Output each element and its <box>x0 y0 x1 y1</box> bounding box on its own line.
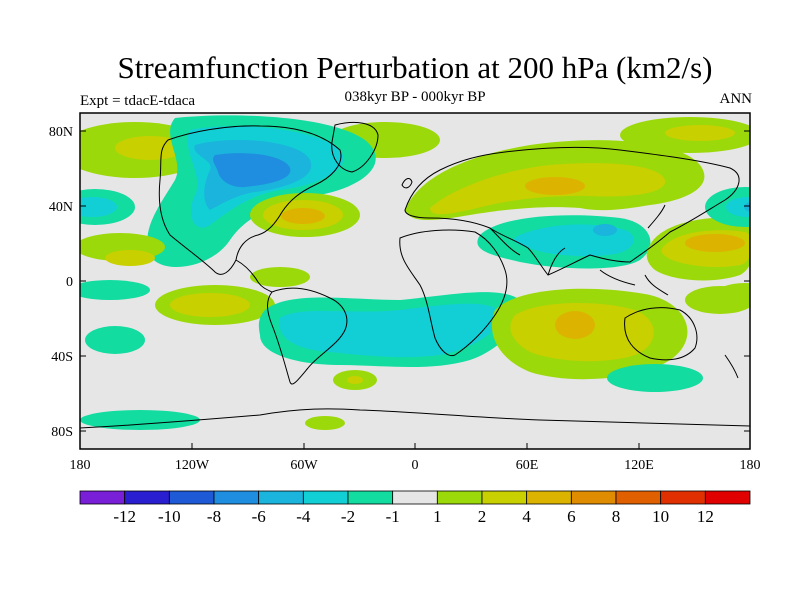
lat-label-80n: 80N <box>49 125 73 140</box>
colorbar-swatch <box>481 490 528 505</box>
plot-title: Streamfunction Perturbation at 200 hPa (… <box>117 50 713 85</box>
colorbar-label: -10 <box>158 507 181 526</box>
colorbar-label: -6 <box>252 507 266 526</box>
lon-ticks <box>79 443 751 449</box>
colorbar-label: 2 <box>478 507 487 526</box>
colorbar-swatch <box>436 490 483 505</box>
lon-label-60w: 60W <box>290 458 318 473</box>
lat-label-40s: 40S <box>51 350 73 365</box>
lon-label-180e: 180 <box>740 458 761 473</box>
colorbar-swatch <box>213 490 260 505</box>
lon-label-120e: 120E <box>624 458 654 473</box>
colorbar-swatch <box>124 490 170 505</box>
experiment-label: Expt = tdacE-tdaca <box>80 93 196 109</box>
lon-labels: 180 120W 60W 0 60E 120E 180 <box>70 458 761 473</box>
colorbar-label: 12 <box>697 507 714 526</box>
lon-label-180w: 180 <box>70 458 91 473</box>
colorbar-swatch <box>79 490 126 505</box>
season-label: ANN <box>719 91 753 107</box>
colorbar-labels: -12 -10 -8 -6 -4 -2 -1 1 2 4 6 8 10 12 <box>113 507 714 526</box>
colorbar-swatch <box>526 490 572 505</box>
colorbar-swatch <box>570 490 617 505</box>
colorbar-label: -12 <box>113 507 136 526</box>
colorbar-swatch <box>168 490 215 505</box>
colorbar-label: -8 <box>207 507 221 526</box>
colorbar-swatch <box>302 490 349 505</box>
coastlines <box>80 122 750 429</box>
colorbar-swatch <box>615 490 662 505</box>
lat-ticks <box>80 130 750 432</box>
lon-label-120w: 120W <box>175 458 210 473</box>
lon-label-0: 0 <box>412 458 419 473</box>
colorbar-label: -4 <box>296 507 311 526</box>
colorbar-swatch <box>392 490 438 505</box>
colorbar-swatch <box>347 490 394 505</box>
colorbar-label: -1 <box>386 507 400 526</box>
lon-label-60e: 60E <box>516 458 539 473</box>
colorbar-swatch <box>704 490 751 505</box>
lat-labels: 80N 40N 0 40S 80S <box>49 125 73 440</box>
lat-label-0: 0 <box>66 275 73 290</box>
colorbar-label: 10 <box>652 507 669 526</box>
colorbar-label: 6 <box>567 507 576 526</box>
lat-label-40n: 40N <box>49 200 73 215</box>
period-label: 038kyr BP - 000kyr BP <box>344 89 486 105</box>
colorbar-label: 4 <box>522 507 531 526</box>
colorbar-label: -2 <box>341 507 355 526</box>
lat-label-80s: 80S <box>51 425 73 440</box>
colorbar-label: 1 <box>433 507 442 526</box>
colorbar-swatch <box>660 490 706 505</box>
colorbar-swatch <box>258 490 304 505</box>
colorbar-label: 8 <box>612 507 621 526</box>
colorbar <box>79 490 751 505</box>
